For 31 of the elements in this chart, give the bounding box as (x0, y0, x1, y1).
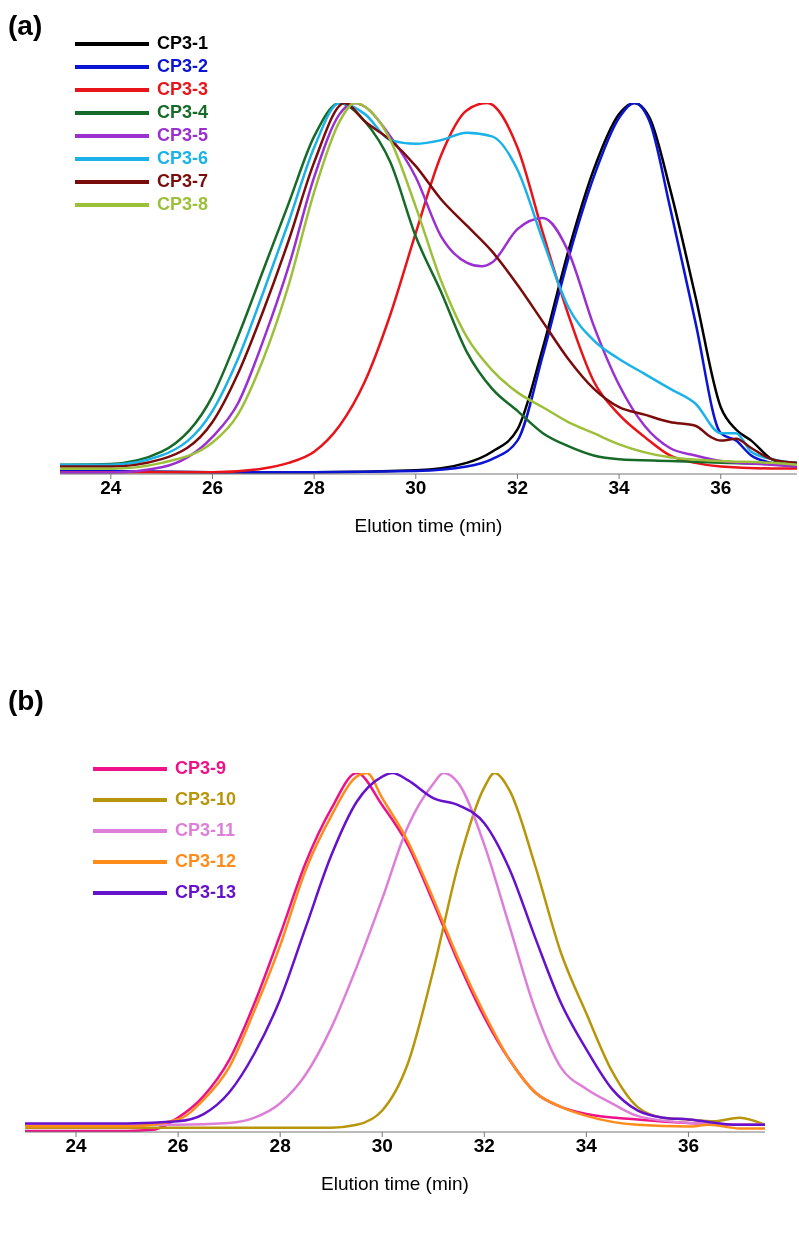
x-tick-label: 30 (371, 1135, 393, 1157)
x-tick-label: 36 (710, 477, 732, 499)
legend-label: CP3-2 (157, 56, 209, 77)
x-tick-label: 34 (608, 477, 631, 499)
x-tick-label: 36 (677, 1135, 700, 1157)
chart-title: (b) (8, 685, 44, 717)
x-tick-label: 24 (65, 1135, 88, 1157)
legend-label: CP3-10 (175, 789, 237, 810)
legend-label: CP3-12 (175, 851, 237, 872)
legend-label: CP3-1 (157, 33, 209, 54)
legend-label: CP3-11 (175, 820, 236, 841)
legend-label: CP3-9 (175, 758, 227, 779)
legend-label: CP3-5 (157, 125, 209, 146)
x-tick-label: 30 (405, 477, 427, 499)
legend-label: CP3-3 (157, 79, 209, 100)
x-tick-label: 26 (201, 477, 224, 499)
x-tick-label: 32 (506, 477, 529, 499)
x-tick-label: 24 (100, 477, 122, 499)
x-tick-label: 28 (269, 1135, 291, 1157)
x-tick-label: 34 (575, 1135, 598, 1157)
legend-label: CP3-6 (157, 148, 209, 169)
legend-label: CP3-4 (157, 102, 209, 123)
x-tick-label: 26 (167, 1135, 189, 1157)
x-tick-label: 32 (473, 1135, 495, 1157)
legend-label: CP3-13 (175, 882, 237, 903)
x-axis-title: Elution time (min) (354, 515, 503, 536)
x-tick-label: 28 (303, 477, 325, 499)
legend-label: CP3-8 (157, 194, 209, 215)
legend-label: CP3-7 (157, 171, 209, 192)
chart-title: (a) (8, 10, 43, 42)
x-axis-title: Elution time (min) (321, 1173, 469, 1194)
